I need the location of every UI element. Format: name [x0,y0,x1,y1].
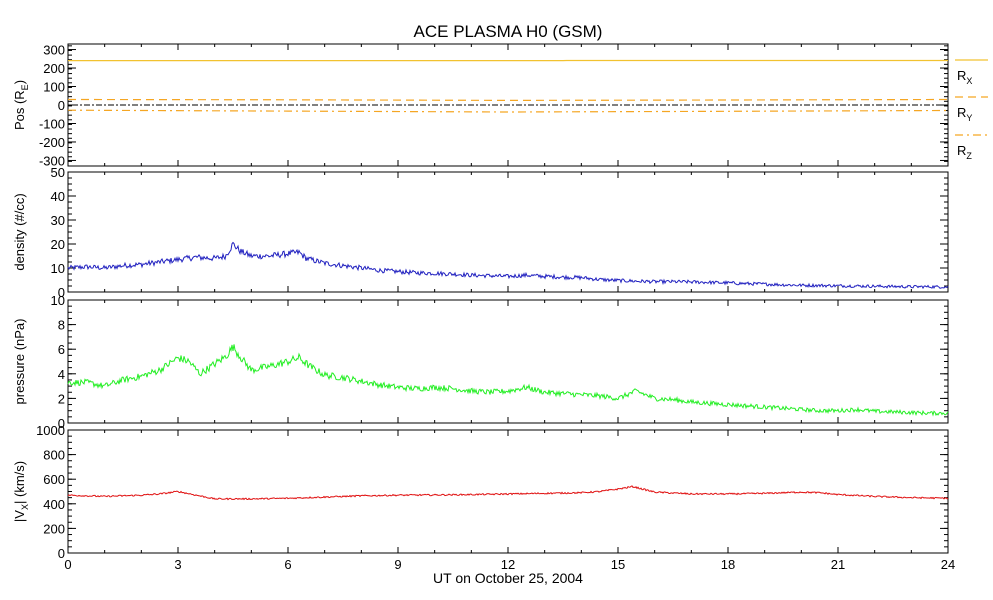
y-tick-label: 30 [51,213,65,228]
legend-label-ry-sub: Y [966,113,972,123]
series-line-pressure [67,344,949,417]
y-tick-label: 600 [43,472,65,487]
legend-label-rz-main: R [957,143,966,158]
series-line-density [67,241,949,290]
y-tick-label: 40 [51,189,65,204]
legend-label-rz-sub: Z [966,151,972,161]
y-axis-label-end: ) [12,80,27,84]
y-tick-label: 800 [43,448,65,463]
series-line-rz [67,109,949,113]
x-tick-label: 15 [611,557,625,572]
x-axis-label: UT on October 25, 2004 [433,570,583,586]
panel-density: 0 10 20 30 40 50 density (#/cc) [12,165,949,300]
y-tick-label: 200 [43,61,65,76]
y-tick-label: 1000 [36,423,65,438]
y-tick-label: 8 [58,318,65,333]
y-tick-label: 100 [43,80,65,95]
x-tick-label: 18 [721,557,735,572]
y-tick-label: -300 [39,153,65,168]
x-tick-label: 12 [501,557,515,572]
legend-label-rx: RX [957,68,972,86]
x-tick-label: 6 [284,557,291,572]
y-tick-label: 0 [58,98,65,113]
y-tick-label: 10 [51,261,65,276]
y-axis-label-main: Pos (R [12,90,27,130]
y-tick-label: 50 [51,165,65,180]
y-axis-label: pressure (nPa) [12,319,27,405]
y-axis-label: density (#/cc) [12,193,27,270]
y-tick-label: 300 [43,43,65,58]
chart-title: ACE PLASMA H0 (GSM) [414,22,603,41]
y-axis-label-sub: E [20,84,30,90]
x-tick-label: 9 [394,557,401,572]
y-axis-label-main: |V [12,510,27,522]
y-tick-label: 0 [58,546,65,561]
y-tick-label: 4 [58,367,65,382]
legend-label-ry-main: R [957,105,966,120]
y-axis-label-sub: X [20,504,30,510]
y-axis-label: |VX| (km/s) [12,461,30,522]
panel-pressure: 0 2 4 6 8 10 pressure (nPa) [12,293,949,431]
x-tick-label: 0 [64,557,71,572]
x-tick-label: 24 [941,557,955,572]
legend-label-rx-sub: X [966,76,972,86]
y-axis-label-end: | (km/s) [12,461,27,504]
y-tick-label: 400 [43,497,65,512]
y-tick-label: 0 [58,416,65,431]
y-tick-label: 200 [43,521,65,536]
x-tick-label: 3 [174,557,181,572]
y-tick-label: 6 [58,342,65,357]
panel-frame [67,171,949,293]
y-tick-label: -100 [39,116,65,131]
y-tick-label: 0 [58,285,65,300]
series-line-ry [67,98,949,102]
legend-label-ry: RY [957,105,972,123]
panel-frame [67,429,949,554]
y-tick-label: -200 [39,135,65,150]
panel-velocity: 0 200 400 600 800 1000 |VX| (km/s) 0 3 6 9 12 15 18 21… [12,423,955,572]
legend-label-rz: RZ [957,143,972,161]
legend-label-rx-main: R [957,68,966,83]
y-tick-label: 20 [51,237,65,252]
x-tick-label: 21 [831,557,845,572]
y-axis-label: Pos (RE) [12,80,30,130]
series-line-velocity [67,485,949,501]
y-tick-label: 10 [51,293,65,308]
panel-frame [67,299,949,424]
y-tick-label: 2 [58,391,65,406]
